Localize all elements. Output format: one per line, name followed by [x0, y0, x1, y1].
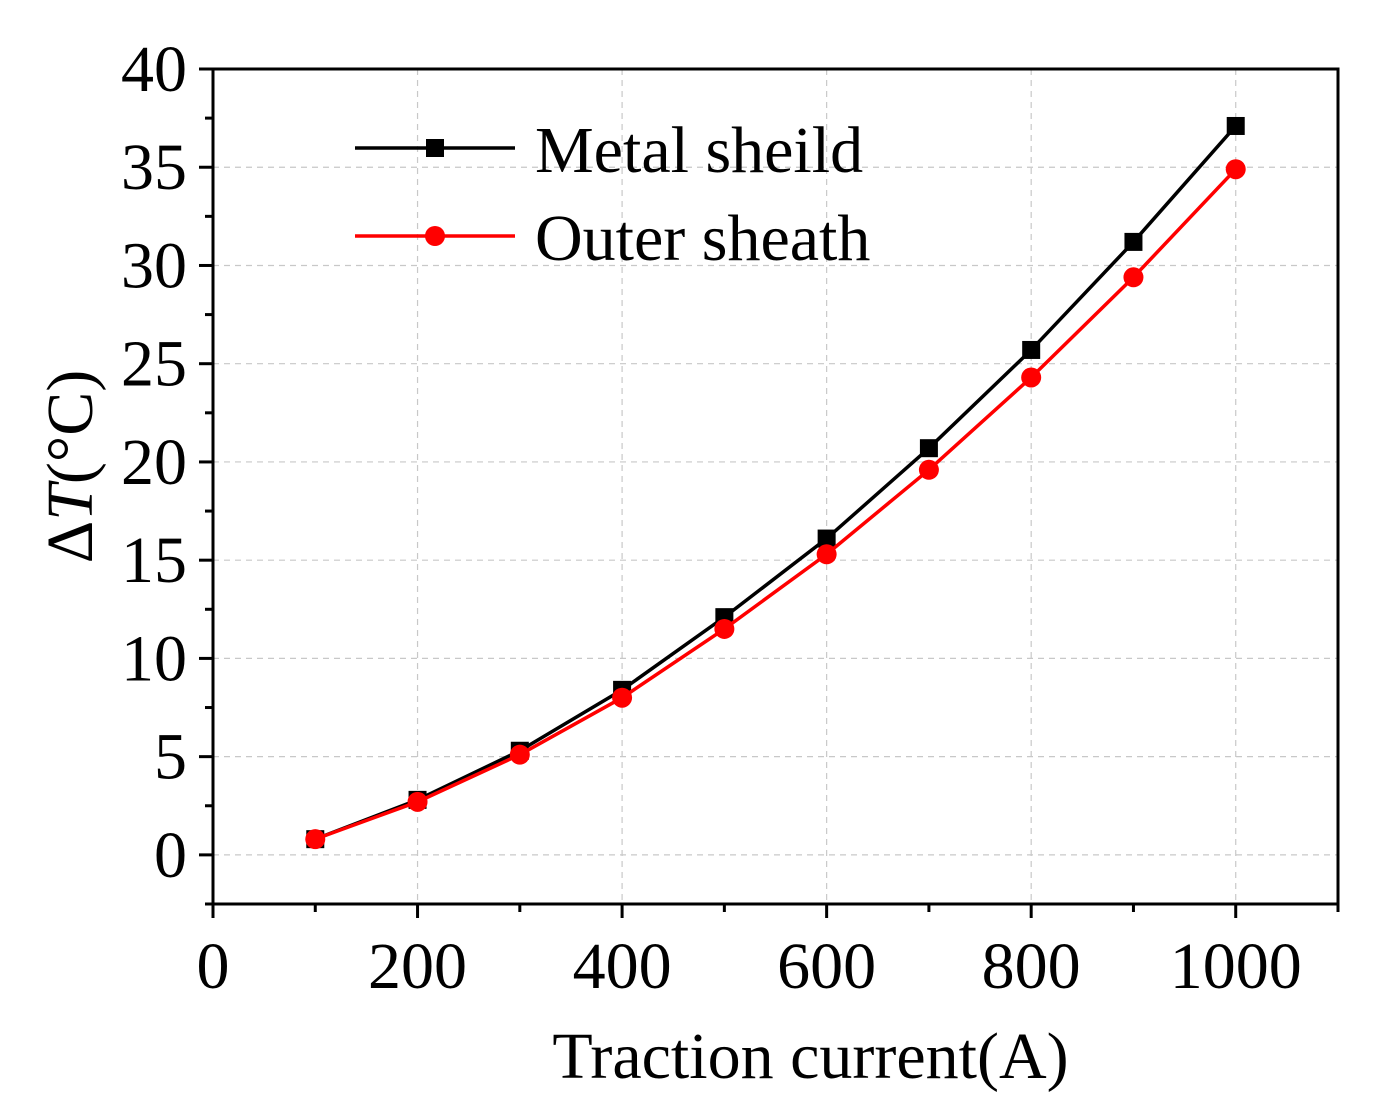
data-point-square — [817, 529, 836, 548]
x-tick-label: 200 — [368, 930, 467, 1003]
x-tick-label: 1000 — [1170, 930, 1302, 1003]
data-point-circle — [1123, 267, 1144, 288]
y-axis-title-variable: T — [34, 480, 107, 521]
y-tick-label: 0 — [154, 819, 187, 892]
data-point-circle — [816, 544, 837, 565]
y-tick-label: 30 — [121, 229, 187, 302]
data-point-circle — [407, 791, 428, 812]
legend: Metal sheild Outer sheath — [355, 114, 870, 275]
y-tick-label: 15 — [121, 524, 187, 597]
y-tick-label: 40 — [121, 33, 187, 106]
data-point-square — [1022, 340, 1041, 359]
x-tick-label: 400 — [573, 930, 672, 1003]
data-point-square — [919, 439, 938, 458]
x-axis-title: Traction current(A) — [552, 1020, 1068, 1093]
y-axis-title-delta: Δ — [34, 521, 107, 563]
data-point-circle — [1021, 367, 1042, 388]
y-tick-label: 10 — [121, 622, 187, 695]
x-tick-label: 800 — [982, 930, 1081, 1003]
x-tick-label: 0 — [197, 930, 230, 1003]
y-tick-label: 20 — [121, 426, 187, 499]
legend-marker-square — [426, 139, 444, 157]
y-tick-label: 5 — [154, 721, 187, 794]
data-point-circle — [305, 829, 326, 850]
data-point-circle — [918, 459, 939, 480]
y-tick-label: 35 — [121, 131, 187, 204]
series-line — [314, 124, 1238, 841]
y-tick-label: 25 — [121, 328, 187, 401]
plot-area-frame — [211, 67, 1340, 906]
data-point-circle — [509, 744, 530, 765]
x-tick-label: 600 — [777, 930, 876, 1003]
grid-lines — [213, 68, 1338, 904]
data-point-circle — [612, 687, 633, 708]
legend-marker-circle — [425, 226, 445, 246]
data-point-square — [1124, 232, 1143, 251]
legend-item: Outer sheath — [355, 202, 870, 275]
series-layer — [305, 116, 1246, 850]
y-axis-title: ΔT(°C) — [34, 370, 107, 564]
legend-item: Metal sheild — [355, 114, 863, 187]
data-point-circle — [714, 618, 735, 639]
y-axis-title-unit: (°C) — [34, 370, 107, 484]
tick-labels: 0 200 400 600 800 1000 0 5 10 15 20 25 30 35 40 — [121, 33, 1302, 1003]
legend-label: Outer sheath — [535, 202, 870, 275]
series-line — [314, 167, 1237, 841]
series-outer-sheath — [305, 159, 1246, 850]
data-point-square — [1226, 116, 1245, 135]
legend-label: Metal sheild — [535, 114, 863, 187]
axis-ticks — [199, 67, 1340, 918]
data-point-circle — [1225, 159, 1246, 180]
